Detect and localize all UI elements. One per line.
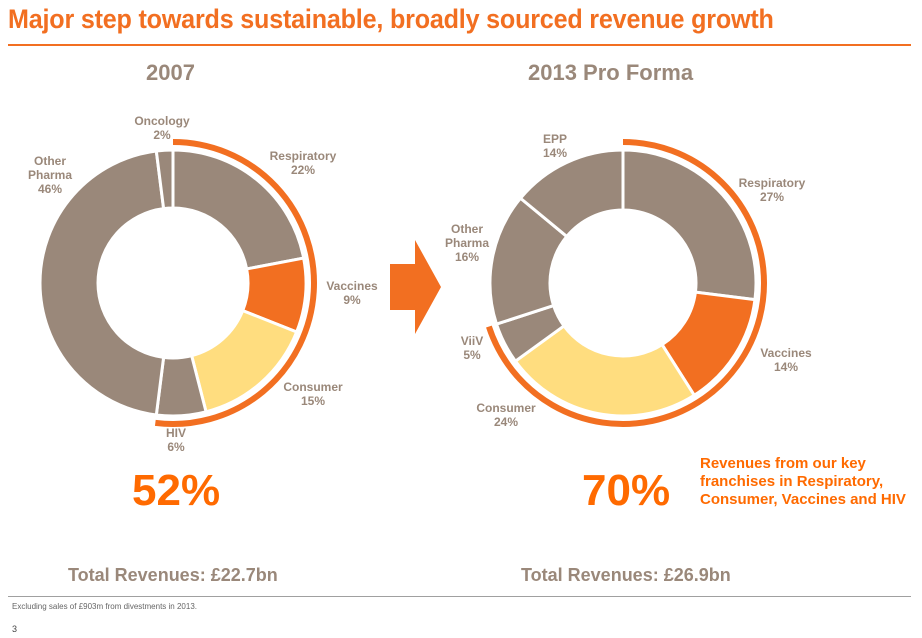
chart-title-2007: 2007 bbox=[146, 60, 195, 85]
slice-label-consumer: Consumer 24% bbox=[476, 401, 536, 429]
page-number: 3 bbox=[12, 624, 18, 634]
slice-label-vaccines: Vaccines 14% bbox=[760, 346, 812, 374]
slice-other-pharma bbox=[38, 149, 166, 417]
total-revenues-2007: Total Revenues: £22.7bn bbox=[68, 565, 278, 585]
slice-label-hiv: HIV 6% bbox=[166, 426, 186, 454]
footnote: Excluding sales of £903m from divestment… bbox=[12, 602, 197, 611]
slice-label-consumer: Consumer 15% bbox=[283, 380, 343, 408]
slice-label-epp: EPP 14% bbox=[543, 132, 567, 160]
slice-label-oncology: Oncology 2% bbox=[134, 114, 190, 142]
slice-label-other-pharma: Other Pharma 16% bbox=[445, 222, 489, 264]
slice-consumer bbox=[189, 308, 299, 414]
slide-title: Major step towards sustainable, broadly … bbox=[8, 4, 774, 34]
arrow-right-icon bbox=[390, 240, 441, 334]
slice-epp bbox=[518, 148, 625, 239]
donut-2007: Respiratory 22% Vaccines 9% Consumer 15% HIV 6%… bbox=[28, 114, 378, 454]
key-franchise-share-2013: 70% bbox=[582, 466, 671, 515]
total-revenues-2013: Total Revenues: £26.9bn bbox=[521, 565, 731, 585]
footer-divider bbox=[8, 596, 911, 597]
donut-2013: Respiratory 27% Vaccines 14% Consumer 24% ViiV… bbox=[445, 132, 812, 429]
slice-oncology bbox=[154, 148, 175, 211]
title-underline bbox=[8, 44, 911, 46]
slice-label-vaccines: Vaccines 9% bbox=[326, 279, 378, 307]
slice-label-other-pharma: Other Pharma 46% bbox=[28, 154, 72, 196]
chart-title-2013: 2013 Pro Forma bbox=[528, 60, 694, 85]
slice-respiratory bbox=[621, 148, 758, 302]
slice-label-viiv: ViiV 5% bbox=[461, 334, 483, 362]
slice-label-respiratory: Respiratory 22% bbox=[270, 149, 337, 177]
key-franchise-arc bbox=[486, 139, 767, 427]
key-franchise-share-2007: 52% bbox=[132, 466, 221, 515]
slice-consumer bbox=[513, 323, 697, 418]
franchise-note: Revenues from our key franchises in Resp… bbox=[700, 455, 906, 508]
slice-label-respiratory: Respiratory 27% bbox=[739, 176, 806, 204]
slice-respiratory bbox=[171, 148, 306, 271]
key-franchise-arc bbox=[154, 139, 317, 427]
